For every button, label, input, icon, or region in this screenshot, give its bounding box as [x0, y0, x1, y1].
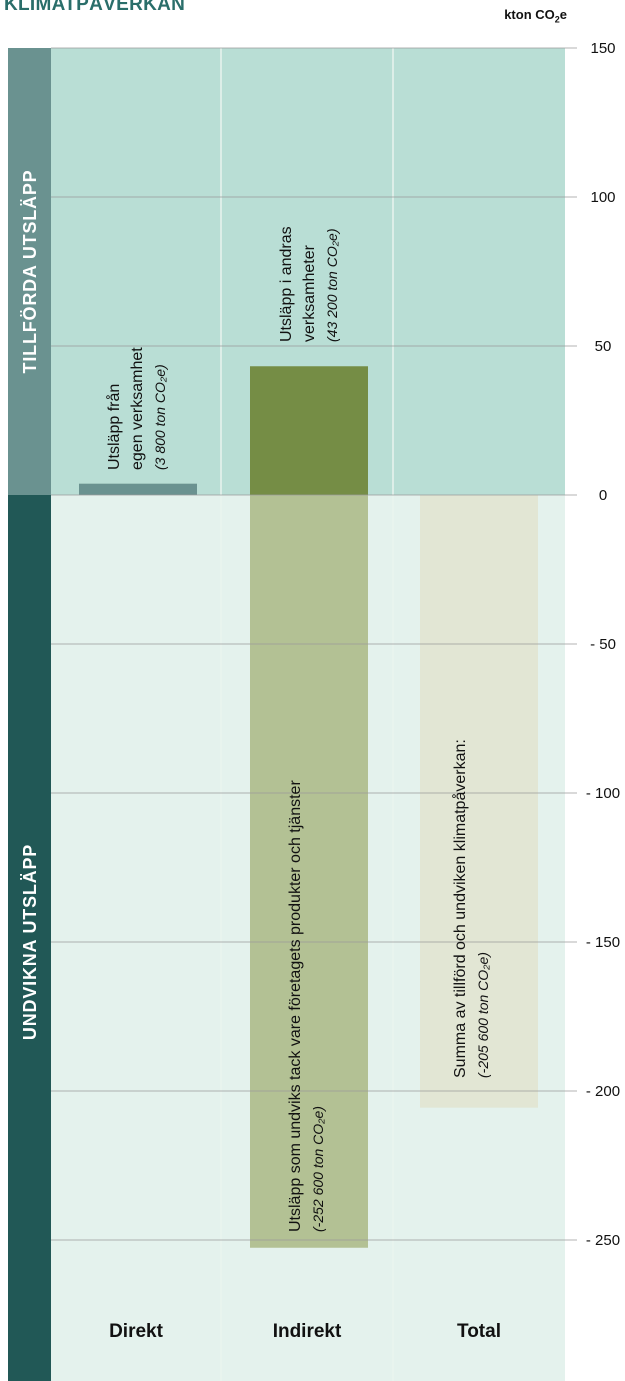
chart-labels: TILLFÖRDA UTSLÄPP UNDVIKNA UTSLÄPP Direkt I…: [20, 170, 501, 1342]
annotation-value: (-205 600 ton CO₂e): [475, 952, 491, 1078]
annotation-line: Summa av tillförd och undviken klimatpåv…: [451, 739, 469, 1078]
y-tick-label: 150: [590, 40, 615, 57]
annotation-line: Utsläpp i andras: [278, 226, 295, 342]
chart-bars: [79, 366, 538, 1248]
annotation-line: verksamheter: [301, 244, 318, 342]
category-label: Direkt: [109, 1321, 164, 1342]
annotation-value: (43 200 ton CO₂e): [324, 228, 340, 342]
bar-direkt: [79, 483, 197, 495]
bar-annotation: Utsläpp från egen verksamhet (3 800 ton CO…: [105, 347, 168, 470]
y-tick-label: 50: [595, 338, 612, 355]
y-tick-label: - 50: [590, 636, 616, 653]
annotation-value: (-252 600 ton CO₂e): [310, 1106, 326, 1232]
y-tick-label: - 100: [586, 785, 620, 802]
annotation-line: Utsläpp från: [105, 384, 123, 470]
bar-indirekt-positive: [250, 366, 368, 495]
unit-label-sub: 2: [554, 14, 560, 25]
category-label: Total: [457, 1321, 501, 1342]
bar-total: [420, 495, 538, 1108]
unit-label-suffix: e: [559, 7, 567, 22]
y-tick-label: 100: [590, 189, 615, 206]
y-tick-label: - 250: [586, 1232, 620, 1249]
lower-band-label: UNDVIKNA UTSLÄPP: [20, 844, 40, 1040]
upper-band-label: TILLFÖRDA UTSLÄPP: [20, 170, 40, 374]
y-tick-label: - 200: [586, 1083, 620, 1100]
upper-band: [8, 48, 51, 495]
annotation-value: (3 800 ton CO₂e): [152, 364, 168, 470]
bar-annotation: Utsläpp som undviks tack vare företagets…: [287, 780, 326, 1232]
lower-band: [8, 495, 51, 1381]
bar-indirekt-negative: [250, 495, 368, 1248]
bar-annotation: Utsläpp i andras verksamheter (43 200 ton …: [278, 226, 340, 342]
page-title: KLIMATPÅVERKAN: [4, 0, 186, 15]
annotation-line: egen verksamhet: [129, 347, 146, 470]
unit-label-text: kton CO: [504, 7, 555, 22]
y-tick-label: 0: [599, 487, 607, 504]
annotation-line: Utsläpp som undviks tack vare företagets…: [287, 780, 304, 1232]
category-label: Indirekt: [273, 1321, 342, 1342]
unit-label: kton CO2e: [504, 7, 567, 25]
y-tick-label: - 150: [586, 934, 620, 951]
bar-annotation: Summa av tillförd och undviken klimatpåv…: [451, 739, 491, 1078]
